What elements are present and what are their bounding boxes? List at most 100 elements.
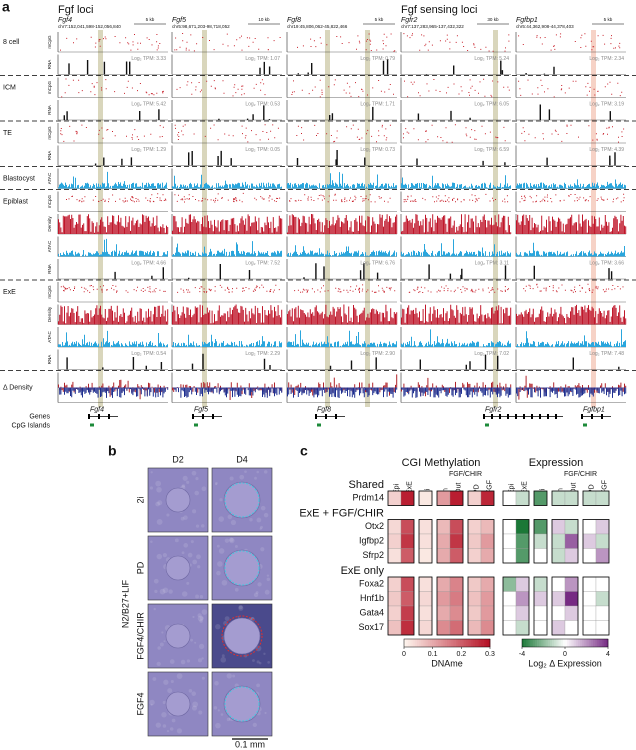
mcpg-dots xyxy=(60,124,164,142)
texture xyxy=(224,538,230,543)
tpm-label: Log₂ TPM: 4.66 xyxy=(131,260,166,266)
texture xyxy=(167,688,173,694)
expr-cell xyxy=(515,605,530,621)
texture xyxy=(157,500,163,506)
colony-outline xyxy=(224,550,260,586)
density-bars xyxy=(172,214,283,234)
gene-name: Fgfr2 xyxy=(401,17,417,24)
atac-bars xyxy=(401,175,511,189)
tpm-label: Log₂ TPM: 2.29 xyxy=(245,351,280,357)
colorbar-tick-label: 4 xyxy=(606,651,610,658)
meth-cell xyxy=(436,605,451,621)
tpm-label: Log₂ TPM: 1.71 xyxy=(360,101,395,107)
meth-cell xyxy=(387,519,402,535)
atac-bars xyxy=(287,172,397,189)
texture xyxy=(190,638,193,642)
column-label: Epi xyxy=(508,483,515,494)
expr-colorbar xyxy=(588,639,592,647)
coords: chr19:45,806,062-45,822,466 xyxy=(287,24,348,29)
texture xyxy=(162,553,167,558)
meth-cell xyxy=(418,490,433,506)
expr-cell xyxy=(582,620,597,636)
expr-cell xyxy=(582,591,597,607)
texture xyxy=(224,616,230,622)
texture xyxy=(215,481,218,485)
mcpg-dots xyxy=(294,284,396,293)
meth-colorbar xyxy=(455,639,459,647)
expr-colorbar xyxy=(562,639,566,647)
texture xyxy=(186,581,190,585)
texture xyxy=(176,673,183,680)
texture xyxy=(163,640,166,643)
meth-colorbar xyxy=(451,639,454,647)
meth-cell xyxy=(480,519,495,535)
group-label: Blastocyst xyxy=(3,175,35,182)
genes-label: Genes xyxy=(29,413,50,420)
column-label: D4 xyxy=(236,454,248,464)
texture xyxy=(200,524,205,528)
block-outline xyxy=(387,519,415,564)
density-bars xyxy=(287,304,398,325)
expr-cell xyxy=(582,533,597,549)
meth-cell xyxy=(400,548,415,564)
cpg-island xyxy=(485,423,489,427)
meth-cell xyxy=(418,591,433,607)
tpm-label: Log₂ TPM: 1.07 xyxy=(245,56,280,62)
rna-bars xyxy=(425,60,504,75)
meth-cell xyxy=(387,490,402,506)
cpg-island xyxy=(317,423,321,427)
texture xyxy=(181,551,185,555)
texture xyxy=(155,480,162,487)
coords: chr7:137,283,965-137,432,322 xyxy=(401,24,464,29)
expr-colorbar xyxy=(522,639,525,647)
block-outline xyxy=(533,519,548,564)
texture xyxy=(215,722,221,729)
meth-cell xyxy=(467,548,482,564)
meth-colorbar xyxy=(457,639,461,647)
texture xyxy=(244,654,248,658)
texture xyxy=(181,484,186,488)
texture xyxy=(237,615,240,618)
texture xyxy=(216,544,220,548)
column-label: Epi xyxy=(393,483,400,494)
expr-cell xyxy=(564,620,579,636)
meth-cell xyxy=(400,620,415,636)
atac-bars xyxy=(401,329,511,347)
gene-label: Sfrp2 xyxy=(362,550,384,560)
expr-colorbar xyxy=(592,639,596,647)
block-outline xyxy=(467,519,495,564)
expr-cell xyxy=(564,576,579,592)
expr-cell xyxy=(533,591,548,607)
tpm-label: Log₂ TPM: 1.29 xyxy=(131,147,166,153)
texture xyxy=(267,661,270,664)
texture xyxy=(256,660,260,664)
meth-cell xyxy=(449,605,464,621)
density-bars xyxy=(401,304,512,325)
colony xyxy=(223,685,261,723)
meth-cell xyxy=(387,533,402,549)
expr-cell xyxy=(533,620,548,636)
meth-cell xyxy=(418,576,433,592)
meth-colorbar xyxy=(419,639,422,647)
expr-cell xyxy=(515,533,530,549)
expr-cell xyxy=(595,490,610,506)
meth-cell xyxy=(467,620,482,636)
meth-colorbar xyxy=(436,639,439,647)
scale-label: 30 kb xyxy=(487,17,499,22)
gene-name: Fgf5 xyxy=(172,17,186,24)
expr-colorbar xyxy=(558,639,561,647)
texture xyxy=(191,691,197,696)
block-outline xyxy=(418,576,433,636)
meth-colorbar xyxy=(485,639,489,647)
expr-colorbar xyxy=(549,639,553,647)
texture xyxy=(221,654,225,658)
expr-cell xyxy=(502,591,517,607)
panel-label: a xyxy=(2,0,10,15)
texture xyxy=(252,722,257,728)
exon xyxy=(98,414,100,419)
expr-colorbar xyxy=(541,639,544,647)
texture xyxy=(219,498,223,502)
exon xyxy=(483,414,485,419)
expr-colorbar xyxy=(554,639,557,647)
texture xyxy=(195,524,200,528)
